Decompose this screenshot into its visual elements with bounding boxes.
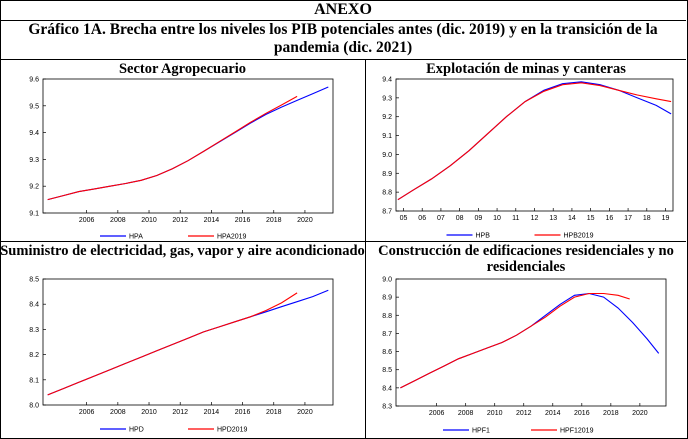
x-tick-label: 15 bbox=[587, 215, 595, 222]
y-tick-label: 8.4 bbox=[382, 385, 392, 392]
y-tick-label: 8.8 bbox=[382, 313, 392, 320]
series-line-hpf12019 bbox=[400, 292, 630, 389]
x-tick-label: 2020 bbox=[297, 409, 313, 416]
panel-title-agro: Sector Agropecuario bbox=[118, 61, 247, 77]
y-tick-label: 8.9 bbox=[382, 295, 392, 302]
x-tick-label: 10 bbox=[493, 215, 501, 222]
y-tick-label: 8.7 bbox=[382, 209, 392, 216]
y-tick-label: 8.1 bbox=[29, 377, 39, 384]
x-tick-label: 2018 bbox=[266, 409, 282, 416]
y-tick-label: 8.2 bbox=[29, 352, 39, 359]
y-tick-label: 9.3 bbox=[382, 95, 392, 102]
y-tick-label: 8.4 bbox=[29, 302, 39, 309]
annex-heading: ANEXO bbox=[0, 0, 686, 21]
y-tick-label: 9.2 bbox=[29, 184, 39, 191]
x-tick-label: 05 bbox=[400, 215, 408, 222]
x-tick-label: 14 bbox=[568, 215, 576, 222]
y-tick-label: 9.4 bbox=[29, 130, 39, 137]
y-tick-label: 8.0 bbox=[29, 403, 39, 410]
plot-frame bbox=[42, 278, 334, 406]
x-tick-label: 2016 bbox=[235, 409, 251, 416]
horizontal-divider bbox=[0, 241, 686, 242]
y-tick-label: 8.8 bbox=[382, 190, 392, 197]
x-tick-label: 09 bbox=[474, 215, 482, 222]
x-tick-label: 2006 bbox=[429, 410, 445, 417]
vertical-divider bbox=[365, 60, 366, 439]
x-tick-label: 06 bbox=[418, 215, 426, 222]
x-tick-label: 2010 bbox=[141, 409, 157, 416]
legend-label: HPF1 bbox=[472, 428, 490, 435]
y-tick-label: 9.2 bbox=[382, 114, 392, 121]
panel-title-minas: Explotación de minas y canteras bbox=[426, 61, 626, 77]
x-tick-label: 2008 bbox=[110, 409, 126, 416]
y-tick-label: 9.1 bbox=[29, 211, 39, 218]
plot-frame bbox=[42, 78, 334, 214]
series-line-hpd2019 bbox=[47, 292, 298, 396]
series-line-hpb2019 bbox=[397, 82, 672, 201]
x-tick-label: 2012 bbox=[516, 410, 532, 417]
y-tick-label: 9.4 bbox=[382, 77, 392, 84]
y-tick-label: 8.3 bbox=[382, 404, 392, 411]
plot-frame bbox=[395, 278, 667, 407]
x-tick-label: 2010 bbox=[487, 410, 503, 417]
x-tick-label: 16 bbox=[605, 215, 613, 222]
y-tick-label: 8.9 bbox=[382, 171, 392, 178]
panel-title-construccion: Construcción de edificaciones residencia… bbox=[378, 243, 674, 275]
legend-label: HPA2019 bbox=[217, 234, 247, 241]
x-tick-label: 07 bbox=[437, 215, 445, 222]
y-tick-label: 9.0 bbox=[382, 152, 392, 159]
series-line-hpf1 bbox=[400, 292, 660, 389]
x-tick-label: 2018 bbox=[603, 410, 619, 417]
x-tick-label: 2016 bbox=[574, 410, 590, 417]
figure-title: Gráfico 1A. Brecha entre los niveles los… bbox=[0, 21, 686, 60]
x-tick-label: 2020 bbox=[297, 217, 313, 224]
x-tick-label: 2012 bbox=[172, 409, 188, 416]
x-tick-label: 2006 bbox=[79, 409, 95, 416]
legend-label: HPD2019 bbox=[217, 427, 247, 434]
legend-label: HPF12019 bbox=[560, 428, 594, 435]
y-tick-label: 8.3 bbox=[29, 327, 39, 334]
x-tick-label: 2012 bbox=[172, 217, 188, 224]
panel-title-electricidad: Suministro de electricidad, gas, vapor y… bbox=[0, 243, 365, 259]
x-tick-label: 19 bbox=[662, 215, 670, 222]
x-tick-label: 2008 bbox=[458, 410, 474, 417]
x-tick-label: 12 bbox=[531, 215, 539, 222]
x-tick-label: 2010 bbox=[141, 217, 157, 224]
x-tick-label: 11 bbox=[512, 215, 519, 222]
y-tick-label: 9.1 bbox=[382, 133, 392, 140]
x-tick-label: 2006 bbox=[79, 217, 95, 224]
y-tick-label: 9.3 bbox=[29, 157, 39, 164]
legend-label: HPB bbox=[476, 233, 491, 240]
x-tick-label: 2016 bbox=[235, 217, 251, 224]
legend-label: HPA bbox=[129, 234, 143, 241]
x-tick-label: 17 bbox=[624, 215, 632, 222]
x-tick-label: 08 bbox=[456, 215, 464, 222]
x-tick-label: 2008 bbox=[110, 217, 126, 224]
legend-label: HPB2019 bbox=[564, 233, 594, 240]
y-tick-label: 8.5 bbox=[382, 367, 392, 374]
x-tick-label: 2014 bbox=[204, 217, 220, 224]
y-tick-label: 8.7 bbox=[382, 331, 392, 338]
legend-label: HPD bbox=[129, 427, 144, 434]
y-tick-label: 9.0 bbox=[382, 277, 392, 284]
y-tick-label: 8.6 bbox=[382, 349, 392, 356]
x-tick-label: 18 bbox=[643, 215, 651, 222]
series-line-hpa2019 bbox=[47, 95, 298, 201]
x-tick-label: 2014 bbox=[204, 409, 220, 416]
x-tick-label: 13 bbox=[549, 215, 557, 222]
y-tick-label: 9.6 bbox=[29, 77, 39, 84]
y-tick-label: 9.5 bbox=[29, 103, 39, 110]
x-tick-label: 2014 bbox=[545, 410, 561, 417]
x-tick-label: 2020 bbox=[632, 410, 648, 417]
x-tick-label: 2018 bbox=[266, 217, 282, 224]
y-tick-label: 8.5 bbox=[29, 277, 39, 284]
